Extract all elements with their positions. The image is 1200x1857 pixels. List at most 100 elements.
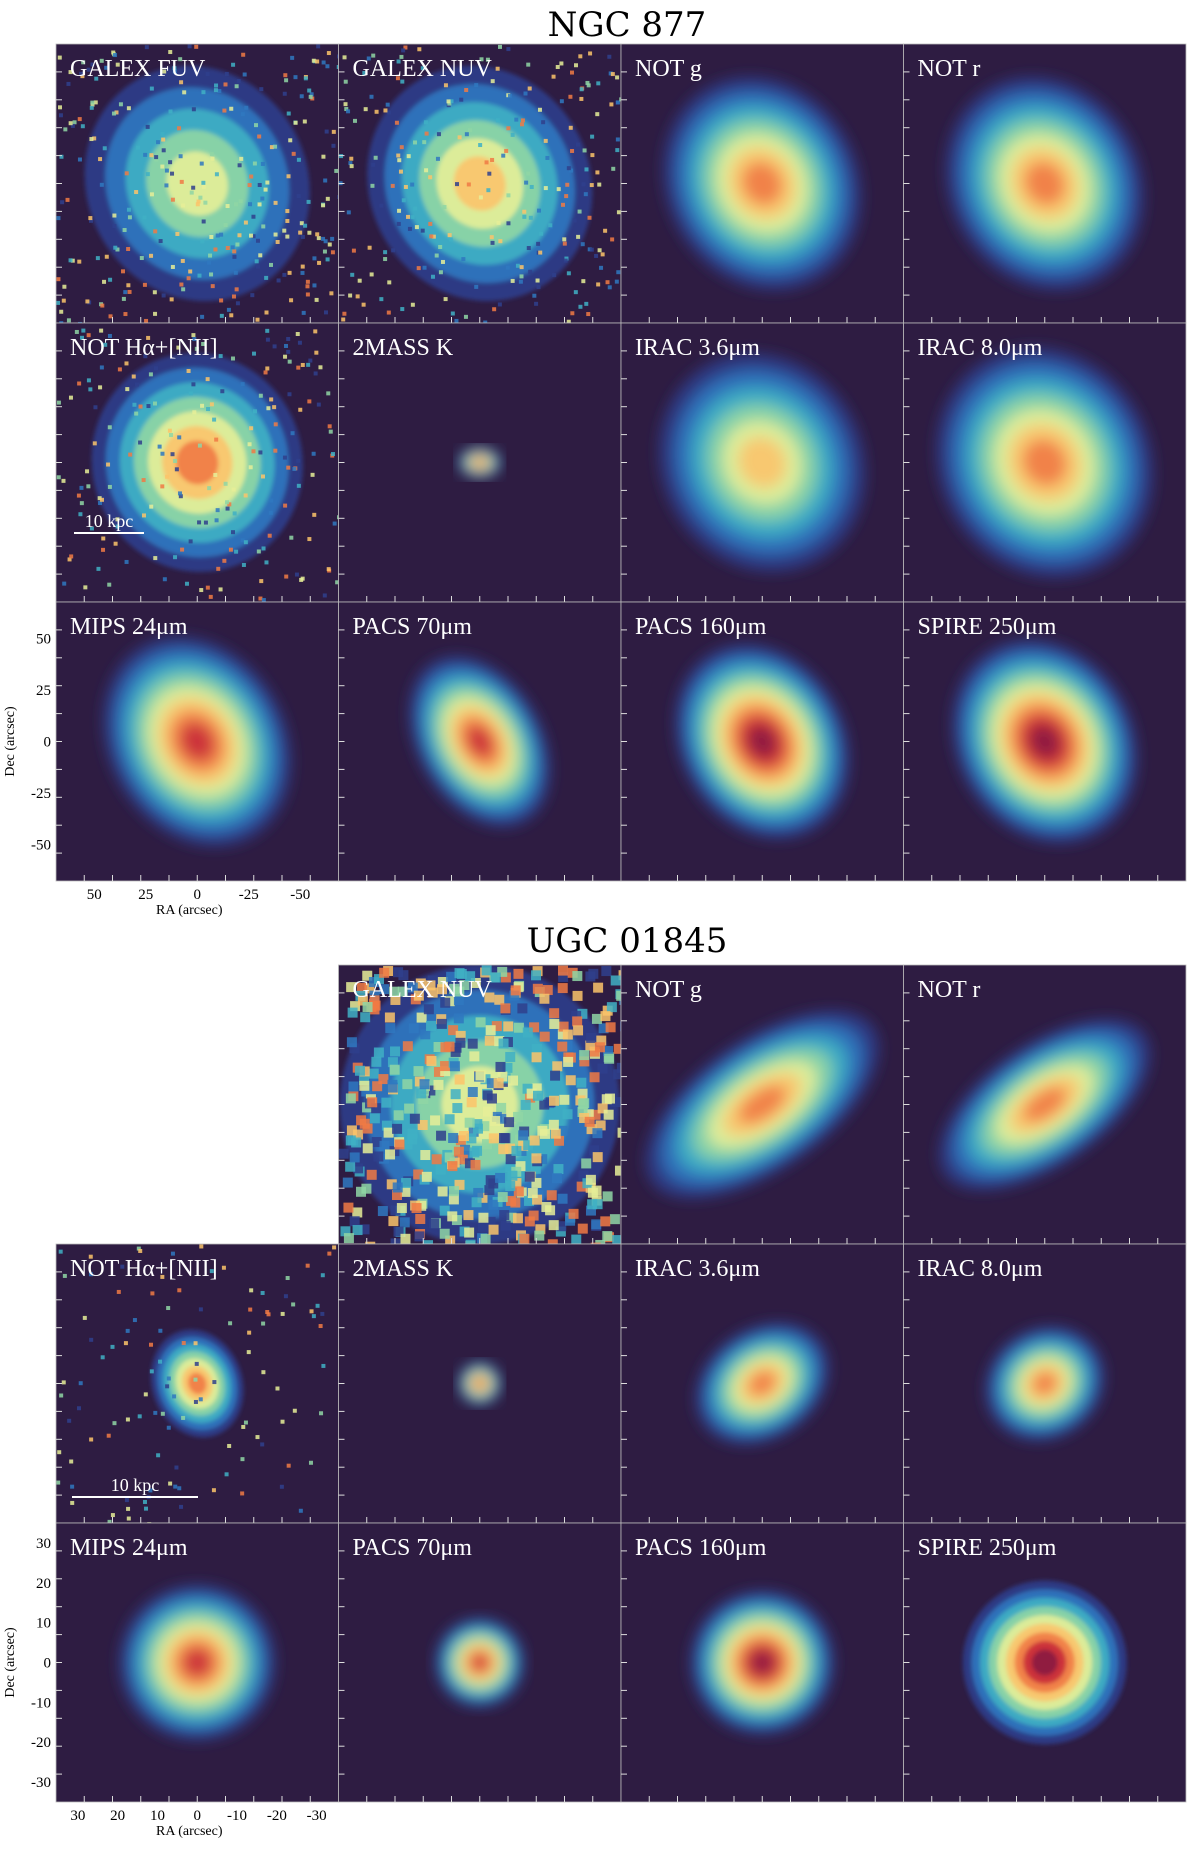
noise-pixel <box>164 183 169 188</box>
noise-pixel <box>367 245 372 250</box>
noise-pixel <box>174 467 179 472</box>
noise-pixel <box>422 265 427 270</box>
noise-pixel <box>616 210 621 215</box>
panel-image <box>621 602 904 881</box>
noise-pixel <box>547 1239 558 1244</box>
noise-pixel <box>230 245 235 250</box>
noise-pixel <box>369 1113 380 1124</box>
noise-pixel <box>420 1029 431 1040</box>
noise-pixel <box>609 1214 620 1225</box>
noise-pixel <box>229 313 234 318</box>
noise-pixel <box>605 1022 616 1033</box>
noise-pixel <box>531 970 542 981</box>
noise-pixel <box>89 1437 94 1442</box>
noise-pixel <box>214 518 219 523</box>
noise-pixel <box>225 500 230 505</box>
noise-pixel <box>347 1007 358 1018</box>
noise-pixel <box>233 202 238 207</box>
noise-pixel <box>232 254 237 259</box>
noise-pixel <box>273 448 278 453</box>
noise-pixel <box>511 1178 522 1189</box>
noise-pixel <box>433 1042 444 1053</box>
noise-pixel <box>170 452 175 457</box>
noise-pixel <box>265 180 270 185</box>
noise-pixel <box>136 145 141 150</box>
noise-pixel <box>383 1127 394 1138</box>
noise-pixel <box>488 1224 499 1235</box>
image-panel: MIPS 24μm <box>55 601 339 882</box>
noise-pixel <box>173 555 178 560</box>
noise-pixel <box>548 1220 559 1231</box>
image-panel: IRAC 8.0μm <box>903 322 1187 603</box>
noise-pixel <box>177 1486 182 1491</box>
noise-pixel <box>325 64 330 69</box>
noise-pixel <box>545 155 550 160</box>
noise-pixel <box>294 572 299 577</box>
noise-pixel <box>550 1128 561 1139</box>
noise-pixel <box>79 71 84 76</box>
noise-pixel <box>552 273 557 278</box>
noise-pixel <box>146 404 151 409</box>
noise-pixel <box>266 406 271 411</box>
noise-pixel <box>120 1264 125 1269</box>
noise-pixel <box>484 992 495 1003</box>
noise-pixel <box>579 87 584 92</box>
noise-pixel <box>126 1516 131 1521</box>
noise-pixel <box>394 120 399 125</box>
image-panel: GALEX FUV <box>55 43 339 324</box>
noise-pixel <box>572 971 583 982</box>
noise-pixel <box>548 1119 559 1130</box>
noise-pixel <box>505 265 510 270</box>
noise-pixel <box>247 442 252 447</box>
noise-pixel <box>316 402 321 407</box>
noise-pixel <box>298 230 303 235</box>
noise-pixel <box>483 320 488 323</box>
noise-pixel <box>529 184 534 189</box>
noise-pixel <box>410 302 415 307</box>
noise-pixel <box>427 987 438 998</box>
noise-pixel <box>264 310 269 315</box>
noise-pixel <box>85 299 90 304</box>
noise-pixel <box>596 81 601 86</box>
noise-pixel <box>598 1023 609 1034</box>
noise-pixel <box>524 180 529 185</box>
noise-pixel <box>349 164 354 169</box>
noise-pixel <box>407 226 412 231</box>
noise-pixel <box>484 1185 495 1196</box>
noise-pixel <box>404 1103 415 1114</box>
noise-pixel <box>260 161 265 166</box>
noise-pixel <box>543 186 548 191</box>
noise-pixel <box>429 234 434 239</box>
noise-pixel <box>581 279 586 284</box>
noise-pixel <box>337 195 339 200</box>
noise-pixel <box>318 1324 323 1329</box>
noise-pixel <box>433 1066 444 1077</box>
noise-pixel <box>74 329 79 334</box>
x-tick-label: -20 <box>267 1808 287 1824</box>
noise-pixel <box>562 1109 573 1120</box>
noise-pixel <box>321 1363 326 1368</box>
noise-pixel <box>287 392 292 397</box>
noise-pixel <box>170 264 175 269</box>
noise-pixel <box>495 1061 506 1072</box>
noise-pixel <box>231 62 236 67</box>
noise-pixel <box>535 278 540 283</box>
panel-image <box>621 1523 904 1802</box>
noise-pixel <box>305 279 310 284</box>
noise-pixel <box>616 990 621 1001</box>
noise-pixel <box>366 1169 377 1180</box>
noise-pixel <box>268 510 273 515</box>
noise-pixel <box>348 161 353 166</box>
noise-pixel <box>585 1174 596 1185</box>
noise-pixel <box>439 1228 450 1239</box>
noise-pixel <box>325 257 330 262</box>
noise-pixel <box>141 478 146 483</box>
noise-pixel <box>118 102 123 107</box>
noise-pixel <box>208 594 213 599</box>
noise-pixel <box>562 237 567 242</box>
noise-pixel <box>597 182 602 187</box>
image-panel: PACS 70μm <box>338 601 622 882</box>
noise-pixel <box>450 1089 461 1100</box>
noise-pixel <box>122 228 127 233</box>
noise-pixel <box>156 1453 161 1458</box>
